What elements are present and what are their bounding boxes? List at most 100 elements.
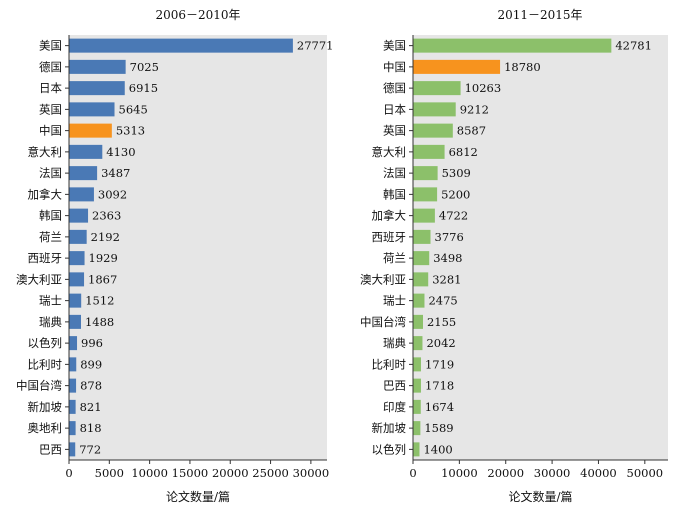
value-label: 2042	[426, 336, 455, 350]
value-label: 2192	[91, 230, 120, 244]
value-label: 1718	[425, 379, 454, 393]
bar-2-14	[413, 314, 423, 329]
bar-1-7	[69, 166, 98, 181]
bar-2-19	[413, 421, 421, 436]
value-label: 899	[80, 357, 102, 371]
value-label: 1719	[425, 357, 454, 371]
bar-1-14	[69, 314, 81, 329]
bar-1-10	[69, 229, 87, 244]
x-tick-label: 0	[65, 466, 72, 480]
category-label: 比利时	[28, 357, 63, 371]
bar-1-19	[69, 421, 76, 436]
category-label: 新加坡	[372, 421, 407, 435]
category-label: 德国	[383, 81, 406, 95]
category-label: 加拿大	[28, 187, 63, 201]
bar-2-8	[413, 187, 438, 202]
bar-1-20	[69, 442, 76, 457]
value-label: 1867	[88, 272, 117, 286]
bar-1-8	[69, 187, 94, 202]
value-label: 3498	[433, 251, 462, 265]
bar-1-17	[69, 378, 77, 393]
category-label: 瑞士	[383, 294, 406, 308]
bar-2-4	[413, 102, 456, 117]
value-label: 1589	[424, 421, 453, 435]
category-label: 瑞典	[383, 336, 406, 350]
category-label: 加拿大	[372, 209, 407, 223]
x-tick-label: 0	[409, 466, 416, 480]
bar-2-1	[413, 38, 612, 53]
category-label: 瑞士	[39, 294, 62, 308]
plot-background	[69, 35, 327, 460]
x-tick-label: 20000	[212, 466, 249, 480]
category-label: 美国	[383, 39, 406, 53]
value-label: 3776	[435, 230, 464, 244]
bar-1-6	[69, 144, 103, 159]
value-label: 4130	[106, 145, 135, 159]
value-label: 5309	[442, 166, 471, 180]
category-label: 韩国	[383, 187, 406, 201]
category-label: 澳大利亚	[360, 272, 406, 286]
category-label: 意大利	[372, 145, 407, 159]
bar-1-13	[69, 293, 82, 308]
bar-1-18	[69, 399, 76, 414]
bar-1-5	[69, 123, 112, 138]
value-label: 3092	[98, 187, 127, 201]
bar-2-18	[413, 399, 421, 414]
value-label: 5313	[116, 124, 145, 138]
value-label: 8587	[457, 124, 486, 138]
category-label: 巴西	[383, 379, 406, 393]
category-label: 以色列	[372, 442, 407, 456]
chart-title: 2006－2010年	[155, 8, 240, 22]
category-label: 澳大利亚	[16, 272, 62, 286]
category-label: 中国台湾	[360, 315, 406, 329]
category-label: 中国	[383, 60, 406, 74]
plot-background	[413, 35, 668, 460]
value-label: 1488	[85, 315, 114, 329]
x-tick-label: 10000	[131, 466, 168, 480]
bar-1-2	[69, 59, 126, 74]
category-label: 巴西	[39, 442, 62, 456]
value-label: 996	[81, 336, 103, 350]
value-label: 6915	[129, 81, 158, 95]
value-label: 10263	[465, 81, 502, 95]
value-label: 818	[80, 421, 102, 435]
bar-1-16	[69, 357, 77, 372]
bar-1-1	[69, 38, 293, 53]
category-label: 以色列	[28, 336, 63, 350]
value-label: 9212	[460, 102, 489, 116]
value-label: 878	[80, 379, 102, 393]
category-label: 印度	[383, 400, 406, 414]
x-tick-label: 15000	[172, 466, 209, 480]
bar-2-16	[413, 357, 421, 372]
bar-2-11	[413, 251, 430, 266]
category-label: 德国	[39, 60, 62, 74]
category-label: 中国	[39, 124, 62, 138]
category-label: 奥地利	[28, 421, 63, 435]
category-label: 荷兰	[39, 230, 62, 244]
value-label: 18780	[504, 60, 541, 74]
x-tick-label: 30000	[534, 466, 571, 480]
bar-2-5	[413, 123, 453, 138]
chart-title: 2011－2015年	[497, 8, 582, 22]
value-label: 1674	[425, 400, 454, 414]
category-label: 英国	[39, 102, 62, 116]
value-label: 1512	[85, 294, 114, 308]
category-label: 日本	[383, 102, 406, 116]
value-label: 3281	[432, 272, 461, 286]
category-label: 韩国	[39, 209, 62, 223]
bar-2-20	[413, 442, 420, 457]
value-label: 1400	[423, 442, 452, 456]
category-label: 法国	[383, 166, 406, 180]
category-label: 美国	[39, 39, 62, 53]
category-label: 中国台湾	[16, 379, 62, 393]
value-label: 1929	[89, 251, 118, 265]
x-tick-label: 25000	[252, 466, 289, 480]
value-label: 5645	[119, 102, 148, 116]
x-tick-label: 40000	[580, 466, 617, 480]
category-label: 法国	[39, 166, 62, 180]
value-label: 2363	[92, 209, 121, 223]
category-label: 西班牙	[372, 230, 407, 244]
